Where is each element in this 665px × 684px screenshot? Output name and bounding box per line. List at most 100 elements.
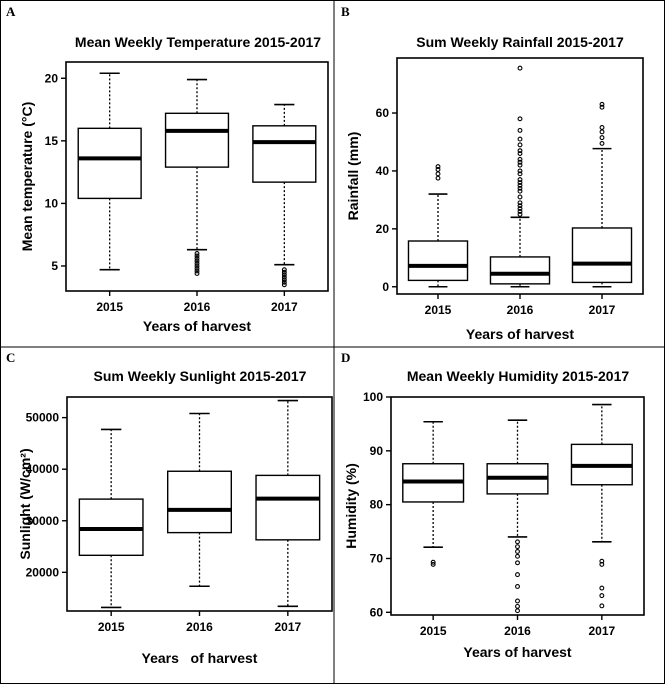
panel-c-sunlight: C Sum Weekly Sunlight 2015-2017 20000 30000… xyxy=(6,350,333,666)
y-tick-label: 40000 xyxy=(26,462,60,476)
outlier-point xyxy=(281,267,287,273)
outlier-point xyxy=(517,180,523,185)
outlier-point xyxy=(515,553,520,559)
iqr-box xyxy=(489,256,551,285)
outlier-point xyxy=(194,266,200,271)
iqr-box xyxy=(166,470,232,534)
outlier-point xyxy=(517,148,523,154)
x-tick-label: 2016 xyxy=(186,620,213,634)
panel-a-temperature: A Mean Weekly Temperature 2015-2017 5 10 15 2… xyxy=(6,4,329,334)
panel-d-humidity: D Mean Weekly Humidity 2015-2017 60 70 80 90 1… xyxy=(341,350,645,660)
box-2017 xyxy=(570,403,633,609)
outlier-point xyxy=(194,258,200,264)
x-tick-label: 2015 xyxy=(96,300,123,314)
outlier-point xyxy=(435,175,441,181)
x-tick-label: 2016 xyxy=(507,303,534,317)
x-axis-label: Years of harvest xyxy=(143,318,252,334)
outlier-point xyxy=(194,256,200,261)
outlier-point xyxy=(517,194,523,200)
outlier-point xyxy=(194,268,200,274)
box-2016 xyxy=(489,65,551,288)
outlier-point xyxy=(515,603,520,609)
outlier-point xyxy=(515,584,520,589)
outlier-point xyxy=(517,142,523,148)
iqr-box xyxy=(255,474,321,541)
panel-letter: C xyxy=(6,350,15,365)
outlier-point xyxy=(599,129,605,135)
y-tick-label: 10 xyxy=(45,196,59,210)
chart-title: Sum Weekly Rainfall 2015-2017 xyxy=(416,34,624,50)
outlier-point xyxy=(435,164,441,170)
chart-title: Mean Weekly Humidity 2015-2017 xyxy=(407,368,630,384)
outlier-point xyxy=(599,561,605,567)
box-2017 xyxy=(255,399,321,608)
y-axis-label: Rainfall (mm) xyxy=(345,132,361,221)
x-tick-label: 2015 xyxy=(98,620,125,634)
iqr-box xyxy=(164,112,230,168)
y-tick-label: 40 xyxy=(376,164,390,178)
panel-letter: D xyxy=(341,350,350,365)
y-tick-label: 5 xyxy=(51,259,58,273)
outlier-point xyxy=(599,104,605,110)
outlier-point xyxy=(515,539,520,545)
x-tick-label: 2017 xyxy=(271,300,298,314)
outlier-point xyxy=(599,585,605,591)
y-tick-label: 0 xyxy=(382,280,389,294)
y-tick-label: 20 xyxy=(45,71,59,85)
x-axis-label: Years of harvest xyxy=(466,326,575,342)
y-axis-label: Mean temperature (°C) xyxy=(19,102,35,252)
x-tick-label: 2015 xyxy=(420,624,447,638)
outlier-point xyxy=(430,559,436,565)
outlier-point xyxy=(435,167,441,172)
iqr-box xyxy=(77,127,142,200)
outlier-point xyxy=(515,608,520,614)
outlier-point xyxy=(515,560,520,566)
outlier-point xyxy=(194,253,200,259)
y-axis-label: Humidity (%) xyxy=(343,463,359,549)
y-tick-label: 80 xyxy=(370,498,384,512)
y-tick-label: 70 xyxy=(370,551,384,565)
outlier-point xyxy=(515,598,520,604)
outlier-point xyxy=(430,561,436,567)
outlier-point xyxy=(517,206,523,212)
box-2015 xyxy=(407,164,469,288)
outlier-point xyxy=(281,277,287,283)
x-tick-label: 2017 xyxy=(274,620,301,634)
outlier-point xyxy=(517,168,523,174)
panel-letter: A xyxy=(6,4,16,19)
outlier-point xyxy=(517,65,523,71)
x-axis-label: Years of harvest xyxy=(142,650,258,666)
y-tick-label: 15 xyxy=(45,134,59,148)
outlier-point xyxy=(194,263,200,269)
y-tick-label: 20 xyxy=(376,222,390,236)
x-axis-label: Years of harvest xyxy=(463,644,572,660)
outlier-point xyxy=(517,203,523,209)
outlier-point xyxy=(194,271,200,276)
outlier-point xyxy=(517,151,523,157)
outlier-point xyxy=(599,125,605,130)
y-tick-label: 60 xyxy=(370,605,384,619)
y-tick-label: 100 xyxy=(363,390,383,404)
outlier-point xyxy=(599,593,605,599)
box-2015 xyxy=(402,420,465,567)
box-2017 xyxy=(252,103,317,288)
outlier-point xyxy=(517,136,523,142)
outlier-point xyxy=(281,279,287,285)
outlier-point xyxy=(517,211,523,217)
outlier-point xyxy=(515,544,520,550)
y-axis-label: Sunlight (W/cm²) xyxy=(17,448,33,559)
x-tick-label: 2017 xyxy=(588,624,615,638)
outlier-point xyxy=(517,159,523,165)
y-tick-label: 30000 xyxy=(26,514,60,528)
outlier-point xyxy=(517,127,523,133)
iqr-box xyxy=(252,125,317,183)
outlier-point xyxy=(517,182,523,188)
iqr-box xyxy=(571,227,633,284)
y-tick-label: 60 xyxy=(376,106,390,120)
box-2016 xyxy=(486,419,549,614)
x-tick-label: 2017 xyxy=(589,303,616,317)
outlier-point xyxy=(281,274,287,280)
outlier-point xyxy=(281,282,287,288)
outlier-point xyxy=(599,558,605,564)
outlier-point xyxy=(194,261,200,266)
